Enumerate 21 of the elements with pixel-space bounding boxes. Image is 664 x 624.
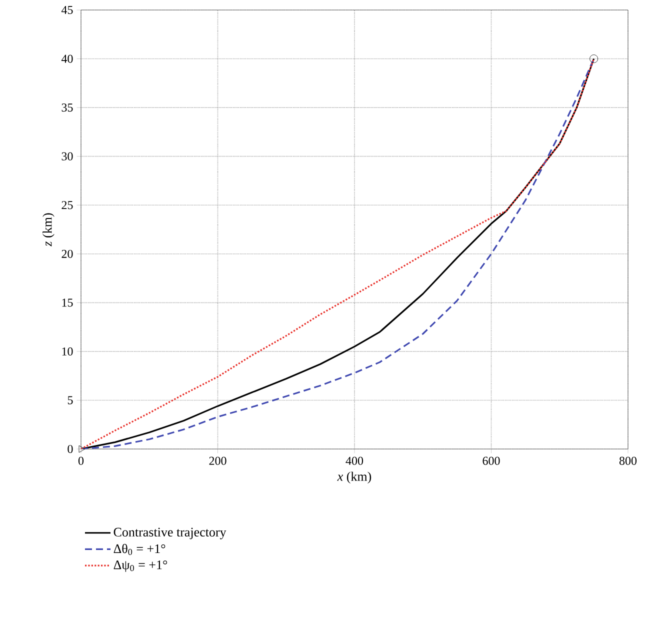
legend-label: Δψ$_{0}$ = +1° (114, 560, 168, 572)
x-tick-label: 800 (619, 456, 637, 465)
x-tick-label: 0 (78, 456, 84, 465)
y-tick-label: 40 (61, 54, 73, 63)
y-tick-label: 15 (62, 298, 73, 307)
x-tick-label: 600 (482, 456, 500, 465)
y-axis-title: z (km) (42, 213, 54, 246)
x-axis-title: x (km) (337, 472, 372, 484)
x-tick-label: 400 (346, 456, 364, 465)
y-tick-label: 45 (61, 6, 73, 14)
y-tick-label: 30 (62, 152, 73, 160)
y-tick-label: 20 (62, 250, 73, 258)
x-tick-label: 200 (209, 456, 226, 465)
y-tick-label: 5 (68, 396, 73, 404)
y-tick-label: 0 (68, 444, 73, 454)
y-tick-label: 25 (62, 201, 73, 210)
legend-label: Δθ$_{0}$ = +1° (114, 544, 166, 556)
y-tick-label: 35 (62, 104, 73, 112)
line-series (81, 58, 595, 449)
legend-label: Contrastive trajectory (114, 528, 226, 540)
y-tick-label: 10 (62, 347, 73, 356)
